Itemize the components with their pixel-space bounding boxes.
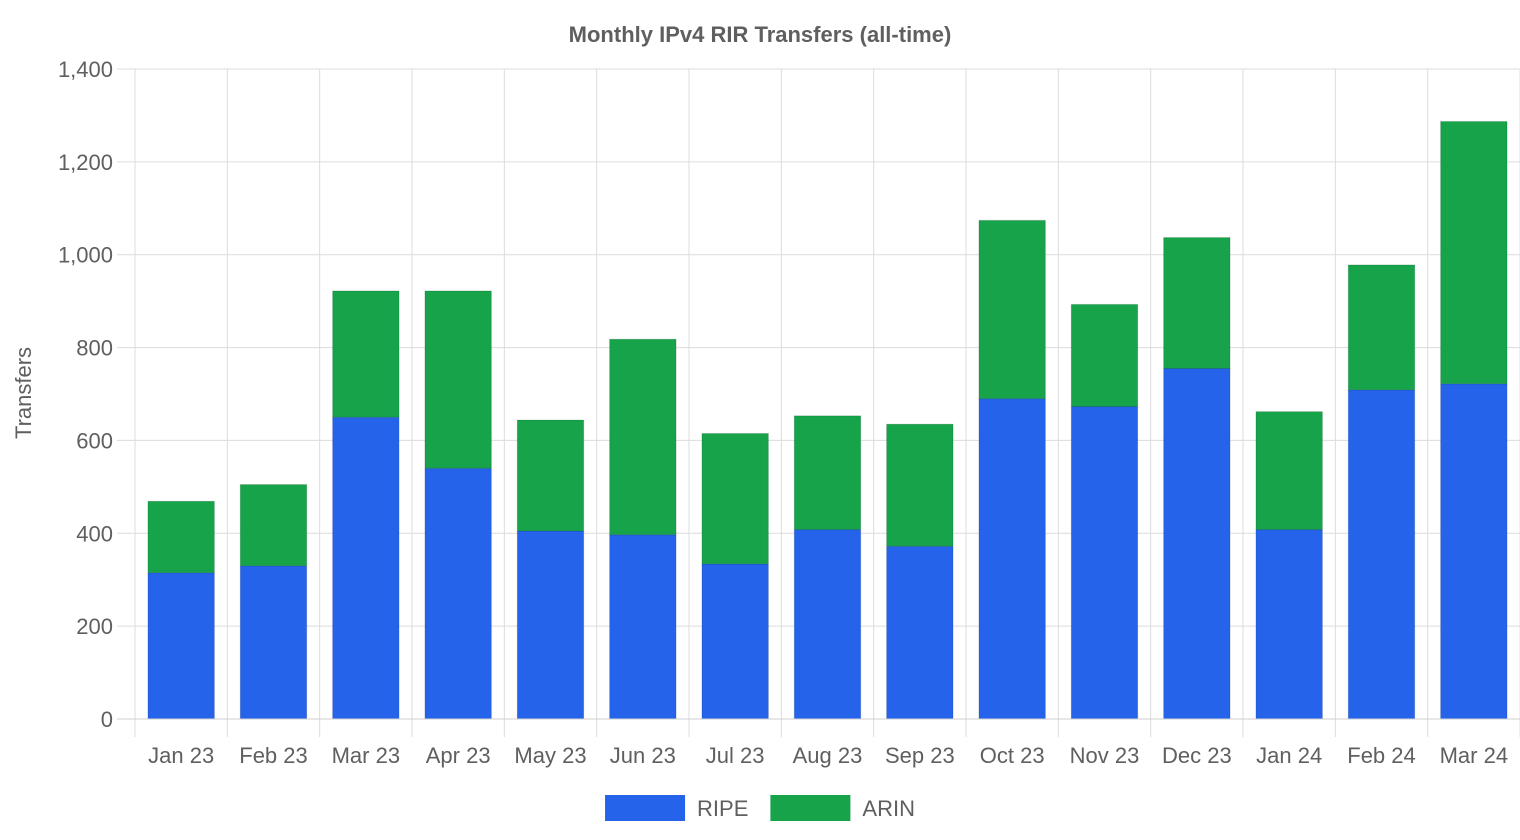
bar-ripe-aug-23 — [793, 529, 862, 720]
bar-arin-jan-24 — [1255, 411, 1323, 531]
y-tick-label: 400 — [76, 521, 113, 546]
bar-ripe-feb-23 — [239, 565, 308, 720]
bar-ripe-apr-23 — [424, 467, 492, 720]
axes: 0 200 400 600 800 1,000 1,200 1,400 Jan 23 Feb 23… — [58, 57, 1520, 768]
x-tick-label: Sep 23 — [885, 743, 955, 768]
x-tick-label: Nov 23 — [1070, 743, 1140, 768]
bar-arin-aug-23 — [793, 415, 862, 531]
gridlines — [117, 68, 1520, 737]
bar-arin-jul-23 — [701, 432, 769, 565]
y-tick-label: 200 — [76, 614, 113, 639]
x-tick-label: Mar 23 — [332, 743, 400, 768]
legend-swatch-ripe — [605, 795, 686, 821]
x-tick-label: Dec 23 — [1162, 743, 1232, 768]
x-tick-label: Oct 23 — [980, 743, 1045, 768]
chart-title: Monthly IPv4 RIR Transfers (all-time) — [569, 22, 952, 47]
bar-arin-sep-23 — [886, 423, 954, 547]
bar-arin-oct-23 — [978, 219, 1046, 400]
bar-ripe-jul-23 — [701, 563, 769, 720]
x-tick-label: Apr 23 — [426, 743, 491, 768]
bar-arin-mar-24 — [1440, 120, 1508, 385]
bar-arin-jun-23 — [609, 338, 677, 536]
bar-arin-apr-23 — [424, 290, 492, 469]
x-tick-label: Jan 24 — [1256, 743, 1322, 768]
x-tick-label: Feb 23 — [239, 743, 308, 768]
x-tick-label: May 23 — [514, 743, 586, 768]
bar-ripe-jun-23 — [609, 534, 677, 720]
bar-arin-feb-23 — [239, 484, 308, 567]
bar-ripe-mar-23 — [332, 416, 400, 720]
bar-arin-may-23 — [516, 419, 585, 532]
bar-ripe-sep-23 — [886, 545, 954, 720]
bar-ripe-nov-23 — [1070, 406, 1139, 720]
y-tick-label: 600 — [76, 428, 113, 453]
x-tick-label: Jul 23 — [706, 743, 765, 768]
y-tick-label: 0 — [101, 707, 113, 732]
bar-ripe-oct-23 — [978, 398, 1046, 720]
y-tick-label: 1,000 — [58, 243, 113, 268]
x-tick-label: Jan 23 — [148, 743, 214, 768]
legend-label-arin: ARIN — [862, 796, 915, 821]
legend-swatch-arin — [770, 795, 851, 821]
y-tick-label: 1,400 — [58, 57, 113, 82]
bar-arin-dec-23 — [1163, 237, 1231, 369]
x-tick-label: Aug 23 — [793, 743, 863, 768]
x-tick-label: Mar 24 — [1440, 743, 1508, 768]
bar-ripe-jan-23 — [147, 572, 215, 720]
bar-arin-jan-23 — [147, 500, 215, 574]
bar-ripe-feb-24 — [1347, 389, 1416, 720]
bar-ripe-dec-23 — [1163, 367, 1231, 720]
bar-ripe-mar-24 — [1440, 383, 1508, 720]
y-tick-label: 1,200 — [58, 150, 113, 175]
bar-arin-mar-23 — [332, 290, 400, 418]
legend: RIPE ARIN — [605, 795, 915, 821]
x-tick-label: Feb 24 — [1347, 743, 1416, 768]
bar-ripe-may-23 — [516, 530, 585, 720]
y-tick-label: 800 — [76, 336, 113, 361]
bars — [147, 120, 1508, 720]
x-tick-label: Jun 23 — [610, 743, 676, 768]
bar-arin-feb-24 — [1347, 264, 1416, 391]
y-axis-label: Transfers — [11, 347, 36, 439]
bar-ripe-jan-24 — [1255, 529, 1323, 720]
legend-label-ripe: RIPE — [697, 796, 748, 821]
bar-arin-nov-23 — [1070, 303, 1139, 408]
